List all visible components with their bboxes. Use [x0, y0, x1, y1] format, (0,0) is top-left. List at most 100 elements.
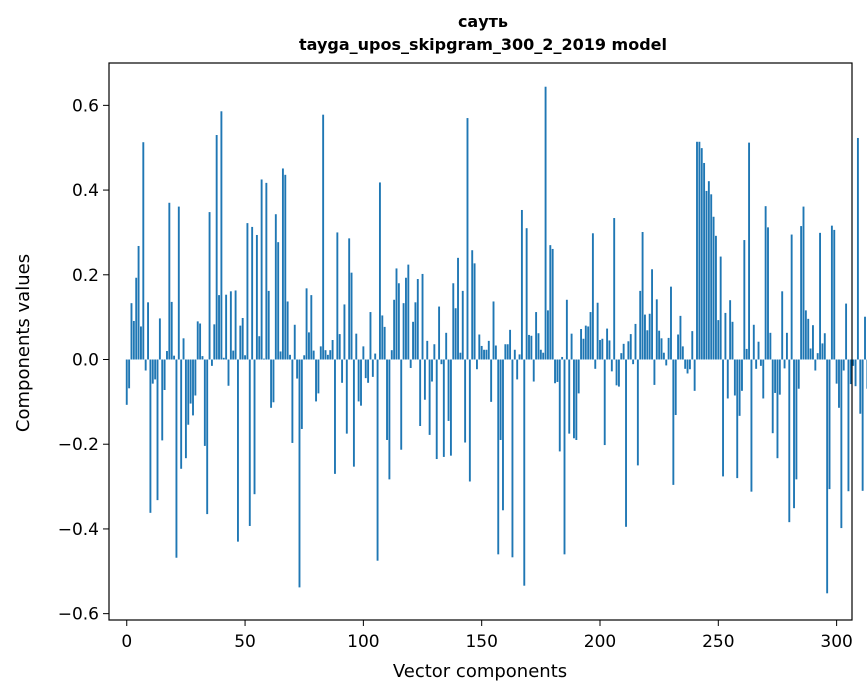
bar [355, 333, 358, 360]
x-tick-label: 100 [347, 632, 379, 652]
bar [755, 359, 758, 369]
bar [591, 233, 594, 360]
bar [303, 355, 306, 360]
bar [648, 313, 651, 360]
bar [137, 245, 140, 360]
bar [802, 206, 805, 360]
bar [722, 359, 724, 477]
bar [636, 359, 639, 466]
bar [599, 340, 601, 360]
bar [596, 302, 599, 360]
bar [490, 359, 493, 402]
bar [168, 202, 171, 360]
bar [518, 354, 521, 360]
bar [622, 343, 625, 360]
bar [537, 333, 540, 360]
bar [326, 354, 329, 360]
bar [741, 359, 743, 391]
bar [835, 359, 838, 384]
bar [173, 355, 176, 360]
bar [319, 346, 322, 360]
bar [312, 350, 315, 360]
bar [367, 359, 370, 383]
bar [830, 225, 833, 360]
bar [151, 359, 154, 384]
bar [412, 321, 415, 360]
bar [632, 359, 635, 365]
bar [480, 345, 483, 360]
bar [696, 141, 698, 360]
bar [807, 318, 810, 360]
bar [322, 114, 325, 360]
bar [667, 337, 670, 360]
bar [570, 333, 573, 360]
x-axis-ticks: 0 50 100 150 200 250 300 [121, 620, 853, 652]
chart-title: сауть [458, 12, 508, 31]
bar [523, 359, 526, 586]
bar [234, 290, 237, 360]
bar [601, 338, 604, 360]
bar [407, 264, 410, 360]
bar [582, 338, 585, 360]
bar [447, 359, 450, 421]
bar [156, 359, 159, 501]
bar [457, 257, 459, 360]
bar [688, 359, 691, 370]
bar [838, 359, 840, 408]
bar [187, 359, 190, 425]
bar [608, 340, 611, 360]
bar [210, 359, 213, 366]
bar [338, 334, 341, 360]
bar [386, 359, 388, 440]
bar [617, 359, 620, 387]
bar [717, 320, 720, 360]
bar [248, 359, 251, 526]
bar [196, 321, 199, 360]
bar [336, 232, 339, 360]
bar [397, 283, 400, 360]
bar [298, 359, 301, 588]
bar [646, 330, 649, 360]
bar [438, 306, 441, 360]
bar [620, 353, 623, 360]
bar [677, 334, 680, 360]
bar [170, 301, 173, 360]
bar [812, 325, 814, 360]
bar [658, 330, 661, 360]
bar [684, 359, 687, 369]
bar [203, 359, 206, 446]
y-axis-label: Components values [13, 254, 34, 432]
bar [535, 312, 538, 360]
bar [395, 268, 398, 360]
bar [509, 329, 512, 360]
bar [674, 359, 677, 415]
bar [589, 312, 592, 360]
bar [693, 359, 696, 391]
bar [130, 303, 133, 360]
bar [279, 351, 282, 360]
chart-subtitle: tayga_upos_skipgram_300_2_2019 model [299, 35, 667, 54]
bar [478, 334, 481, 360]
bar [180, 359, 183, 469]
bar [487, 340, 490, 360]
bar [594, 359, 597, 369]
bar [175, 359, 178, 558]
bar [128, 359, 131, 389]
bar [452, 283, 455, 360]
bar [781, 291, 784, 360]
bar [213, 324, 216, 360]
bar [345, 359, 348, 434]
x-tick-label: 50 [234, 632, 256, 652]
bar [603, 359, 606, 446]
y-axis-ticks: −0.6 −0.4 −0.2 0.0 0.2 0.4 0.6 [58, 96, 109, 625]
bar [556, 359, 559, 382]
bar [606, 328, 609, 360]
bar [383, 326, 386, 360]
y-tick-label: 0.0 [72, 351, 99, 371]
bar [840, 359, 843, 529]
bar [286, 301, 289, 360]
bar [274, 214, 277, 360]
bar [856, 137, 859, 360]
bar [445, 332, 448, 360]
bar [584, 325, 587, 360]
